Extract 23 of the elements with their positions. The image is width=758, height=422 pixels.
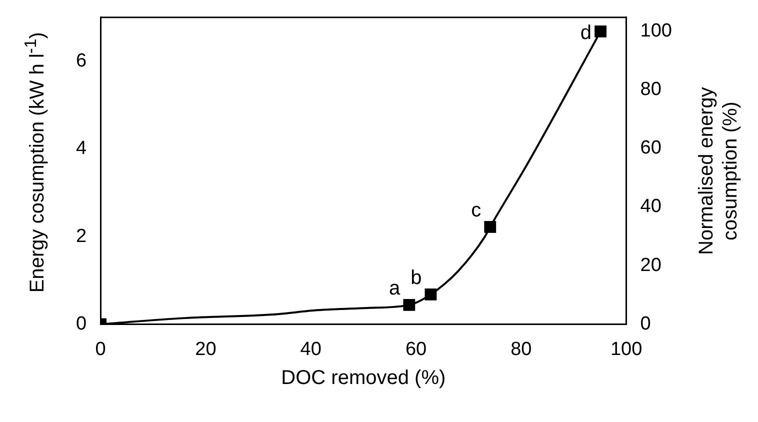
- y2-tick-label: 100: [640, 20, 672, 42]
- annotation: a: [389, 277, 402, 300]
- x-tick-label: 80: [510, 338, 532, 360]
- x-tick-label: 40: [300, 338, 322, 360]
- annotation: b: [410, 266, 422, 289]
- y2-tick-label: 60: [640, 138, 662, 159]
- y2-axis-title: Normalised energy cosumption (%): [694, 86, 742, 257]
- point: [594, 25, 606, 38]
- y2-tick-label: 0: [640, 313, 651, 334]
- annotation: d: [580, 22, 592, 44]
- y-tick-label: 4: [76, 138, 87, 160]
- x-tick-label: 100: [610, 338, 642, 360]
- x-tick-label: 0: [95, 338, 106, 360]
- x-tick-label: 60: [405, 338, 427, 360]
- y2-tick-label: 40: [640, 196, 662, 218]
- y2-tick-label: 20: [640, 254, 662, 276]
- y-tick-label: 0: [76, 313, 87, 334]
- annotation: c: [471, 199, 482, 222]
- y-tick-label: 2: [76, 226, 87, 247]
- x-tick-label: 20: [195, 338, 216, 360]
- y-tick-label: 6: [76, 50, 87, 72]
- x-axis-title: DOC removed (%): [280, 366, 447, 390]
- y2-tick-label: 80: [640, 79, 662, 100]
